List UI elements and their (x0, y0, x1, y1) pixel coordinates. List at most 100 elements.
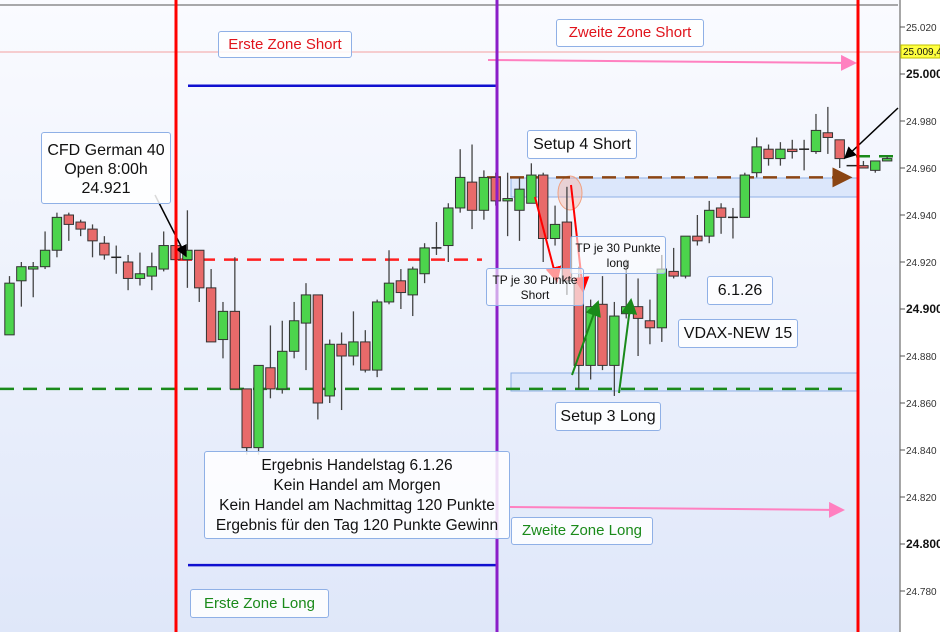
cfd-open-arrow (154, 194, 187, 258)
y-tick-label: 24.960 (906, 164, 937, 175)
candle (265, 325, 276, 399)
candle (336, 332, 347, 411)
erste-zone-short-label: Erste Zone Short (218, 31, 352, 58)
long-target-arrow (509, 501, 845, 518)
candle-body (526, 174, 537, 204)
candle-body (644, 320, 656, 329)
candle-body (597, 303, 608, 366)
candle (312, 294, 324, 420)
y-tick-label: 24.840 (906, 446, 937, 457)
candle (217, 301, 229, 359)
candle-body (632, 306, 644, 319)
candle-body (371, 301, 383, 371)
candle-body (704, 209, 715, 237)
y-tick-label: 24.940 (906, 211, 937, 222)
cfd-open-time: Open 8:00h (64, 161, 148, 178)
erste-zone-long-label: Erste Zone Long (190, 589, 329, 618)
cfd-instrument: CFD German 40 (47, 142, 165, 159)
candle-body (194, 249, 205, 289)
candle (502, 172, 513, 237)
candle-body (810, 129, 822, 153)
cfd-open-note: CFD German 40 Open 8:00h 24.921 (41, 132, 171, 204)
candle (194, 249, 205, 302)
candle-body (75, 221, 86, 230)
y-tick-label: 24.860 (906, 399, 937, 410)
candle (99, 236, 110, 260)
price-axis-panel (900, 0, 940, 632)
candle-body (360, 341, 371, 371)
setup3-label: Setup 3 Long (555, 402, 661, 431)
candle (466, 144, 478, 230)
candle-body (324, 343, 335, 397)
day-result-note: Ergebnis Handelstag 6.1.26 Kein Handel a… (204, 451, 510, 539)
candle-body (858, 165, 869, 169)
tp-short-line2: Short (520, 288, 550, 302)
current-price-arrow (843, 107, 899, 160)
candle-body (229, 310, 241, 390)
candle-body (122, 261, 134, 279)
candle (810, 113, 822, 154)
candle (822, 106, 834, 154)
candle-body (656, 268, 667, 329)
candle (122, 254, 134, 291)
candle (229, 257, 241, 390)
y-tick-label: 24.780 (906, 587, 937, 598)
candle (16, 262, 27, 307)
price-axis: 25.020 25.000 24.980 24.960 24.940 24.920 24.9… (900, 23, 940, 598)
candle-body (87, 228, 98, 242)
candle-body (668, 270, 679, 277)
result-line-2: Kein Handel am Morgen (273, 477, 441, 494)
candle-body (253, 364, 264, 449)
candle-body (395, 280, 407, 294)
candle (799, 139, 810, 171)
candle (253, 364, 264, 455)
candle-body (870, 160, 881, 171)
candle (668, 247, 679, 279)
candle (111, 245, 122, 274)
candle-body (63, 214, 74, 225)
y-tick-label: 25.000 (906, 67, 940, 81)
candle-body (277, 350, 288, 390)
candle-body (217, 310, 229, 341)
candle (63, 212, 74, 241)
candle-body (336, 343, 347, 357)
candle-body (692, 235, 703, 242)
candle (371, 299, 383, 378)
candle (775, 142, 786, 166)
candle-body (39, 249, 51, 268)
candle-body (478, 176, 490, 211)
candle (407, 266, 418, 317)
candle (443, 203, 454, 262)
candle (644, 299, 656, 345)
candle (727, 207, 738, 239)
current-price-label: 25.009,4 (903, 47, 940, 58)
candle-body (443, 207, 454, 247)
candle (526, 163, 537, 204)
candle-body (134, 273, 146, 279)
candle (348, 311, 359, 366)
cfd-open-price: 24.921 (81, 180, 131, 197)
short-target-arrow (487, 54, 857, 71)
candle (4, 276, 15, 336)
tp-short-line1: TP je 30 Punkte (492, 273, 578, 287)
candle-body (787, 148, 798, 153)
candle (360, 330, 371, 373)
candle (597, 276, 608, 371)
candle (739, 172, 751, 218)
candle (763, 144, 774, 166)
candle (158, 231, 169, 272)
candle-body (419, 247, 430, 275)
candle (751, 137, 762, 178)
candle-body (51, 216, 63, 251)
candle (870, 160, 881, 173)
candle-body (146, 266, 158, 277)
candle-body (514, 188, 525, 211)
long-tp-arrow-2 (618, 298, 638, 394)
candle-body (466, 181, 478, 211)
candle-body (834, 139, 845, 160)
candle-body (549, 223, 561, 239)
candle (514, 177, 525, 241)
candle-body (300, 294, 312, 324)
candle (609, 301, 620, 396)
